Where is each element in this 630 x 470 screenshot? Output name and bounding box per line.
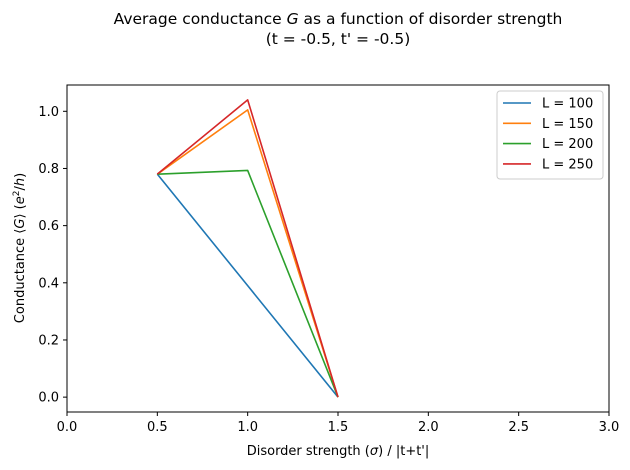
y-tick-label: 0.2: [38, 333, 59, 348]
y-axis: 0.0 0.2 0.4 0.6 0.8 1.0: [38, 105, 67, 406]
x-tick-label: 1.0: [237, 420, 258, 435]
y-tick-label: 0.8: [38, 162, 59, 177]
x-tick-label: 3.0: [599, 420, 620, 435]
x-tick-label: 1.5: [328, 420, 349, 435]
series-line-l-150: [156, 109, 339, 398]
y-tick-label: 1.0: [38, 105, 59, 120]
x-tick-label: 0.0: [57, 420, 78, 435]
y-tick-label: 0.0: [38, 391, 59, 406]
chart-subtitle: (t = -0.5, t' = -0.5): [266, 30, 411, 48]
legend-box: [496, 90, 604, 180]
legend: L = 100 L = 150 L = 200 L = 250: [496, 90, 604, 180]
legend-label: L = 150: [542, 117, 593, 132]
series-line-l-100: [156, 173, 339, 398]
x-tick-label: 0.5: [147, 420, 168, 435]
x-tick-label: 2.5: [508, 420, 529, 435]
legend-label: L = 100: [542, 97, 593, 112]
y-tick-label: 0.4: [38, 276, 59, 291]
legend-label: L = 200: [542, 137, 593, 152]
series-line-l-250: [156, 99, 339, 398]
y-tick-label: 0.6: [38, 219, 59, 234]
x-tick-label: 2.0: [418, 420, 439, 435]
x-axis-label: Disorder strength (σ) / |t+t'|: [247, 444, 430, 459]
legend-label: L = 250: [542, 157, 593, 172]
x-axis: 0.0 0.5 1.0 1.5 2.0 2.5 3.0: [57, 412, 620, 435]
series-line-l-200: [157, 169, 339, 398]
y-axis-label: Conductance ⟨G⟩ (e2/h): [12, 173, 28, 323]
series-layer: [156, 99, 339, 398]
chart-title: Average conductance G as a function of d…: [114, 10, 563, 28]
